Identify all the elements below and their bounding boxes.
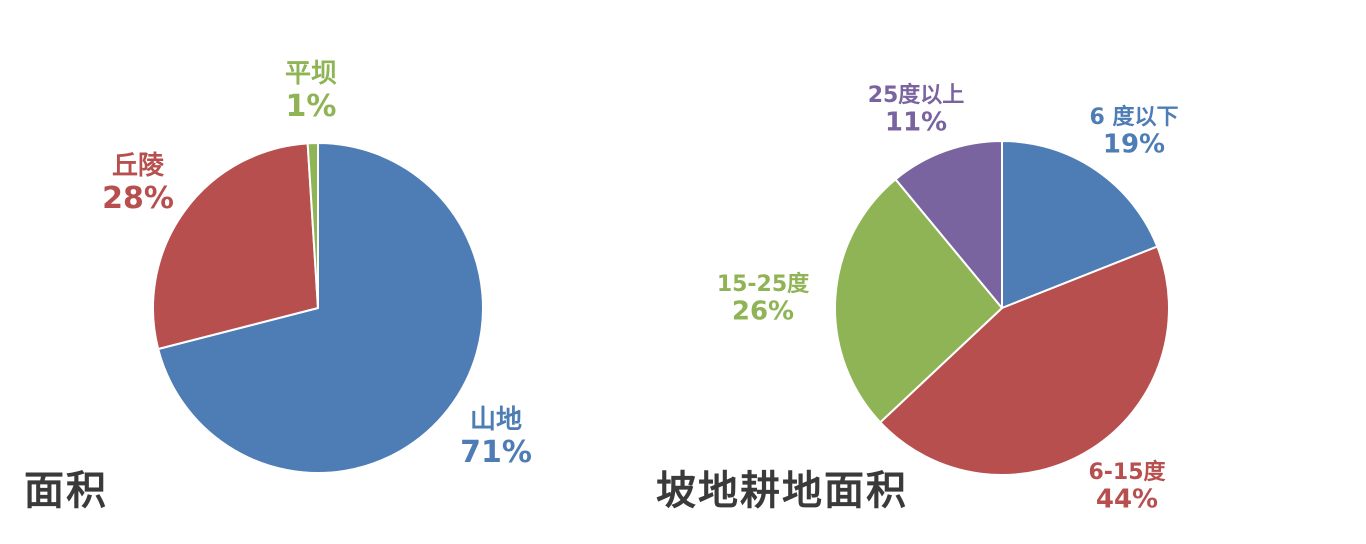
pie-slice-0-1 — [151, 142, 319, 351]
slice-label-0-0: 山地 — [470, 405, 522, 435]
slice-percent-1-0: 19% — [1103, 130, 1165, 160]
slice-label-1-1: 6-15度 — [1088, 459, 1166, 485]
slice-label-0-2: 平坝 — [285, 59, 337, 89]
slice-label-1-2: 15-25度 — [717, 271, 810, 297]
slice-percent-0-0: 71% — [460, 435, 532, 470]
slice-percent-0-1: 28% — [102, 181, 174, 216]
chart-title-area: 面积 — [24, 468, 108, 514]
pie-slice-1-1 — [879, 245, 1170, 476]
slice-percent-1-1: 44% — [1096, 485, 1158, 515]
pie-slice-0-0 — [157, 142, 484, 474]
chart-title-slope-farmland: 坡地耕地面积 — [656, 468, 908, 514]
slice-label-0-1: 丘陵 — [112, 151, 165, 181]
pie-slice-1-2 — [833, 178, 1003, 424]
pie-slice-0-2 — [306, 142, 319, 309]
slice-label-1-0: 6 度以下 — [1090, 104, 1179, 130]
pie-slice-1-3 — [894, 140, 1003, 309]
pie-slice-1-0 — [1001, 140, 1159, 309]
slice-percent-0-2: 1% — [286, 89, 337, 124]
slice-percent-1-3: 11% — [885, 108, 947, 138]
slice-percent-1-2: 26% — [732, 297, 794, 327]
slice-label-1-3: 25度以上 — [868, 82, 965, 108]
